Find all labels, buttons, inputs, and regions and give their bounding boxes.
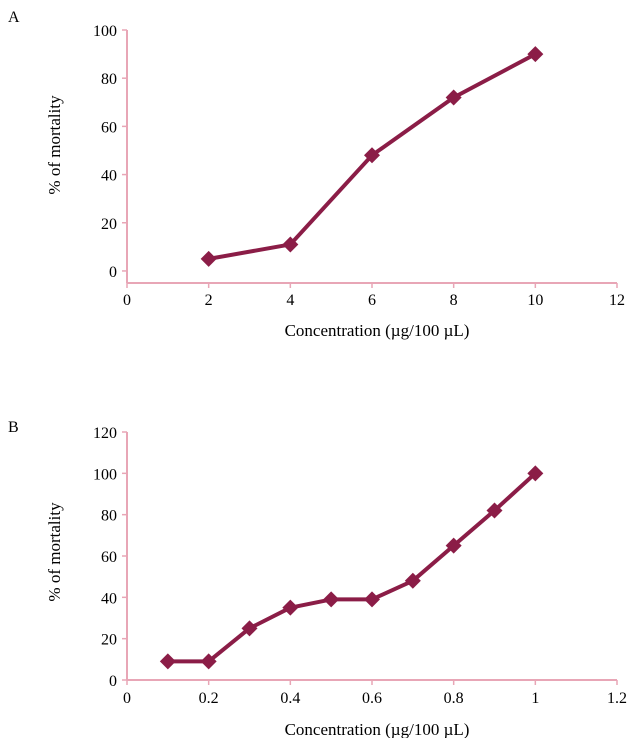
data-point-marker [241, 620, 258, 637]
x-tick-label: 0.2 [199, 690, 219, 707]
data-point-marker [364, 147, 380, 164]
x-tick-label: 1.2 [607, 690, 627, 707]
y-tick-label: 100 [93, 466, 117, 483]
y-tick-label: 20 [101, 632, 117, 649]
x-tick-label: 12 [609, 292, 625, 309]
data-point-marker [486, 502, 503, 519]
y-tick-label: 40 [101, 590, 117, 607]
x-tick-label: 0 [123, 690, 131, 707]
x-tick-label: 1 [531, 690, 539, 707]
data-point-marker [159, 653, 176, 670]
y-tick-label: 60 [101, 549, 117, 566]
x-axis-title: Concentration (µg/100 µL) [285, 321, 470, 340]
y-tick-label: 20 [101, 216, 117, 233]
x-tick-label: 2 [205, 292, 213, 309]
x-tick-label: 10 [527, 292, 543, 309]
data-point-marker [445, 89, 462, 106]
x-tick-label: 4 [286, 292, 294, 309]
chart-panel-a: A 0 2 4 6 8 10 12 0 20 40 60 80 100 Concentration (µg/… [8, 9, 625, 340]
data-point-marker [445, 537, 462, 554]
x-axis-title: Concentration (µg/100 µL) [285, 720, 470, 738]
y-tick-label: 80 [101, 71, 117, 88]
data-point-marker [527, 46, 544, 63]
x-tick-label: 0.8 [444, 690, 464, 707]
data-point-marker [200, 653, 217, 670]
y-tick-label: 60 [101, 119, 117, 136]
x-tick-label: 6 [368, 292, 376, 309]
y-axis-title: % of mortality [45, 95, 64, 195]
y-tick-label: 80 [101, 508, 117, 525]
series-line [167, 471, 537, 664]
data-point-marker [282, 236, 299, 253]
chart-panel-b: B 0 0.2 0.4 0.6 0.8 1 1.2 0 20 40 60 80 100 120 Concent… [8, 419, 627, 738]
data-point-marker [323, 591, 340, 608]
y-tick-label: 120 [93, 425, 117, 442]
data-point-marker [282, 599, 299, 616]
data-point-marker [527, 465, 544, 482]
data-point-marker [364, 591, 380, 608]
panel-label: B [8, 419, 19, 436]
y-axis-title: % of mortality [45, 502, 64, 602]
y-tick-label: 0 [109, 264, 117, 281]
data-point-marker [200, 250, 217, 267]
data-point-marker [404, 572, 421, 589]
panel-label: A [8, 9, 20, 26]
y-tick-label: 0 [109, 673, 117, 690]
x-tick-label: 0 [123, 292, 131, 309]
x-tick-label: 0.4 [280, 690, 300, 707]
x-tick-label: 8 [450, 292, 458, 309]
y-tick-label: 40 [101, 168, 117, 185]
x-tick-label: 0.6 [362, 690, 382, 707]
y-tick-label: 100 [93, 23, 117, 40]
